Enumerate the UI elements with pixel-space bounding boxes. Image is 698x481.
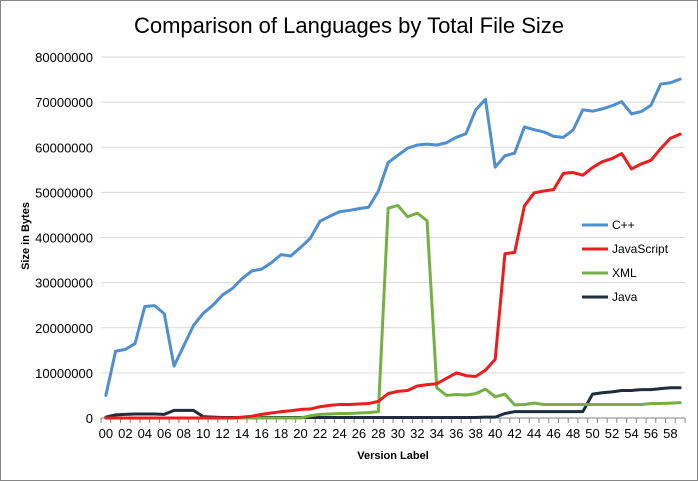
y-tick-label: 10000000	[35, 366, 93, 381]
x-tick-labels: 00 02 04 06 08 10 12 14 16 18 20 22 24 26 28 30 32 34 36 38…	[99, 426, 678, 441]
x-tick-label: 10	[196, 426, 210, 441]
y-tick-label: 70000000	[35, 95, 93, 110]
x-tick-label: 30	[391, 426, 405, 441]
x-tick-label: 48	[566, 426, 580, 441]
y-axis-title: Size in Bytes	[20, 202, 32, 270]
series-line-javascript	[104, 132, 682, 420]
x-tick-label: 36	[449, 426, 463, 441]
x-tick-label: 16	[254, 426, 268, 441]
x-tick-label: 08	[176, 426, 190, 441]
x-tick-label: 58	[663, 426, 677, 441]
legend-label: Java	[612, 290, 638, 304]
x-tick-label: 52	[605, 426, 619, 441]
legend-label: JavaScript	[612, 242, 669, 256]
x-tick-label: 40	[488, 426, 502, 441]
x-tick-label: 32	[410, 426, 424, 441]
x-tick-label: 56	[644, 426, 658, 441]
legend-label: XML	[612, 266, 637, 280]
x-tick-label: 12	[215, 426, 229, 441]
series-lines	[104, 77, 682, 420]
y-tick-label: 0	[86, 411, 93, 426]
x-tick-label: 06	[157, 426, 171, 441]
x-tick-label: 50	[585, 426, 599, 441]
x-tick-label: 26	[352, 426, 366, 441]
x-tick-label: 02	[118, 426, 132, 441]
series-line-java	[104, 386, 682, 420]
legend: C++ JavaScript XML Java	[582, 218, 669, 304]
x-tick-label: 46	[546, 426, 560, 441]
x-tick-label: 22	[313, 426, 327, 441]
y-tick-label: 40000000	[35, 231, 93, 246]
x-axis-title: Version Label	[357, 450, 429, 462]
x-tick-label: 42	[507, 426, 521, 441]
x-tick-label: 54	[624, 426, 638, 441]
x-tick-label: 34	[430, 426, 444, 441]
y-tick-label: 30000000	[35, 276, 93, 291]
gridlines	[101, 56, 685, 374]
chart-title: Comparison of Languages by Total File Si…	[134, 13, 564, 38]
y-tick-labels: 0 10000000 20000000 30000000 40000000 5000000…	[35, 50, 93, 426]
x-tick-label: 28	[371, 426, 385, 441]
x-tick-label: 00	[99, 426, 113, 441]
x-tick-label: 20	[293, 426, 307, 441]
x-tick-label: 24	[332, 426, 346, 441]
x-tick-label: 18	[274, 426, 288, 441]
y-tick-label: 20000000	[35, 321, 93, 336]
x-tick-label: 14	[235, 426, 249, 441]
y-tick-label: 50000000	[35, 185, 93, 200]
x-tick-label: 44	[527, 426, 541, 441]
y-tick-label: 80000000	[35, 50, 93, 65]
x-tick-label: 38	[468, 426, 482, 441]
x-tick-label: 04	[138, 426, 152, 441]
legend-label: C++	[612, 218, 635, 232]
y-tick-label: 60000000	[35, 140, 93, 155]
series-line-c	[104, 77, 682, 397]
